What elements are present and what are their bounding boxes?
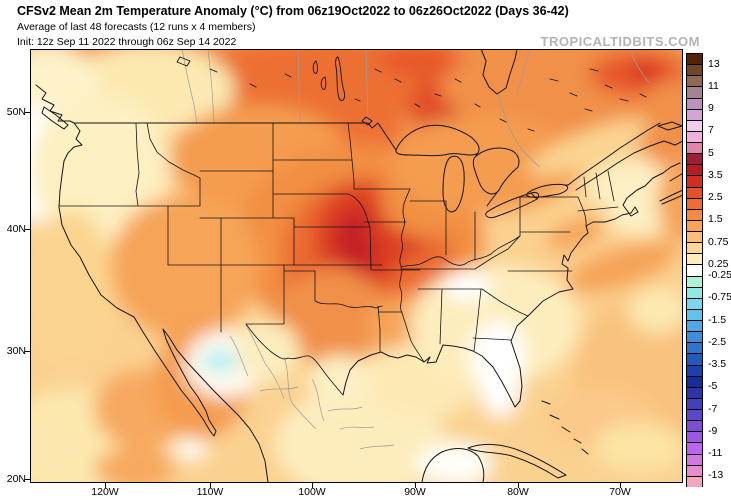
colorbar-segment	[686, 464, 703, 476]
colorbar-segment	[686, 64, 703, 76]
colorbar-segment	[686, 175, 703, 187]
lat-tick-mark	[25, 229, 30, 230]
lat-tick-label: 30N	[6, 345, 26, 357]
colorbar-label: 1.5	[708, 213, 723, 226]
colorbar-segment	[686, 475, 703, 487]
colorbar-segment	[686, 431, 703, 443]
colorbar-segment	[686, 342, 703, 354]
colorbar-segment	[686, 75, 703, 87]
colorbar-segment	[686, 53, 703, 65]
colorbar-segment	[686, 219, 703, 232]
colorbar-label: -3.5	[708, 358, 727, 371]
lat-tick-label: 40N	[6, 223, 26, 235]
colorbar-segment	[686, 386, 703, 398]
colorbar-segment	[686, 164, 703, 176]
coastlines-and-borders	[35, 49, 683, 483]
colorbar-segment	[686, 442, 703, 454]
colorbar-label: -0.25	[708, 269, 731, 282]
subtitle: Average of last 48 forecasts (12 runs x …	[17, 21, 256, 33]
colorbar-segment	[686, 197, 703, 209]
colorbar-segment	[686, 264, 703, 276]
colorbar-label: 13	[708, 57, 720, 70]
colorbar: 13 11 9 7 5 3.5 2.5 1.5 0.75 0.25 -0.25 -0.75 -1.5 -2…	[686, 53, 731, 487]
colorbar-label: 9	[708, 102, 714, 115]
colorbar-segment	[686, 397, 703, 410]
lon-tick-mark	[518, 483, 519, 488]
colorbar-label: 3.5	[708, 168, 723, 181]
init-line: Init: 12z Sep 11 2022 through 06z Sep 14…	[17, 36, 237, 48]
colorbar-segment	[686, 153, 703, 165]
colorbar-label: 11	[708, 79, 719, 92]
colorbar-label: -5	[708, 380, 718, 393]
colorbar-label: -2.5	[708, 335, 727, 348]
secondary-borders	[181, 49, 651, 450]
colorbar-label: -9	[708, 424, 718, 437]
colorbar-segment	[686, 409, 703, 421]
colorbar-label: -1.5	[708, 313, 727, 326]
colorbar-segment	[686, 86, 703, 98]
lon-tick-mark	[620, 483, 621, 488]
colorbar-label: 0.75	[708, 235, 729, 248]
colorbar-segment	[686, 297, 703, 309]
colorbar-segment	[686, 275, 703, 287]
colorbar-segment	[686, 375, 703, 387]
lon-tick-mark	[415, 483, 416, 488]
colorbar-segment	[686, 108, 703, 120]
colorbar-label: 5	[708, 146, 714, 159]
colorbar-label: -13	[708, 469, 724, 482]
colorbar-segment	[686, 420, 703, 432]
colorbar-segment	[686, 453, 703, 465]
lat-tick-mark	[25, 479, 30, 480]
colorbar-label: 2.5	[708, 191, 723, 204]
colorbar-segment	[686, 331, 703, 343]
lat-tick-label: 50N	[6, 106, 26, 118]
colorbar-segment	[686, 320, 703, 332]
colorbar-label: 0.25	[708, 257, 729, 270]
colorbar-segment	[686, 130, 703, 143]
colorbar-segment	[686, 253, 703, 265]
lon-tick-mark	[105, 483, 106, 488]
colorbar-segment	[686, 242, 703, 254]
colorbar-segment	[686, 208, 703, 220]
colorbar-segment	[686, 308, 703, 321]
lon-tick-label: 120W	[91, 486, 119, 498]
lon-tick-label: 90W	[404, 486, 426, 498]
lon-tick-label: 70W	[609, 486, 631, 498]
lat-tick-mark	[25, 351, 30, 352]
lon-tick-label: 100W	[298, 486, 326, 498]
colorbar-segment	[686, 286, 703, 298]
lon-tick-label: 80W	[507, 486, 529, 498]
lon-tick-mark	[312, 483, 313, 488]
colorbar-segment	[686, 119, 703, 131]
colorbar-segment	[686, 231, 703, 243]
colorbar-segment	[686, 353, 703, 365]
lat-tick-label: 20N	[6, 473, 26, 485]
watermark: TROPICALTIDBITS.COM	[540, 34, 700, 49]
lon-tick-label: 110W	[196, 486, 224, 498]
colorbar-label: -11	[708, 447, 723, 460]
colorbar-label: -7	[708, 402, 718, 415]
colorbar-label: -0.75	[708, 291, 731, 304]
colorbar-segment	[686, 97, 703, 109]
lon-tick-mark	[210, 483, 211, 488]
lat-tick-mark	[25, 112, 30, 113]
colorbar-label: 7	[708, 124, 714, 137]
colorbar-segment	[686, 186, 703, 198]
colorbar-segment	[686, 364, 703, 376]
page-title: CFSv2 Mean 2m Temperature Anomaly (°C) f…	[17, 4, 569, 18]
anomaly-map	[30, 49, 683, 483]
colorbar-segment	[686, 142, 703, 154]
anomaly-field	[30, 49, 683, 483]
